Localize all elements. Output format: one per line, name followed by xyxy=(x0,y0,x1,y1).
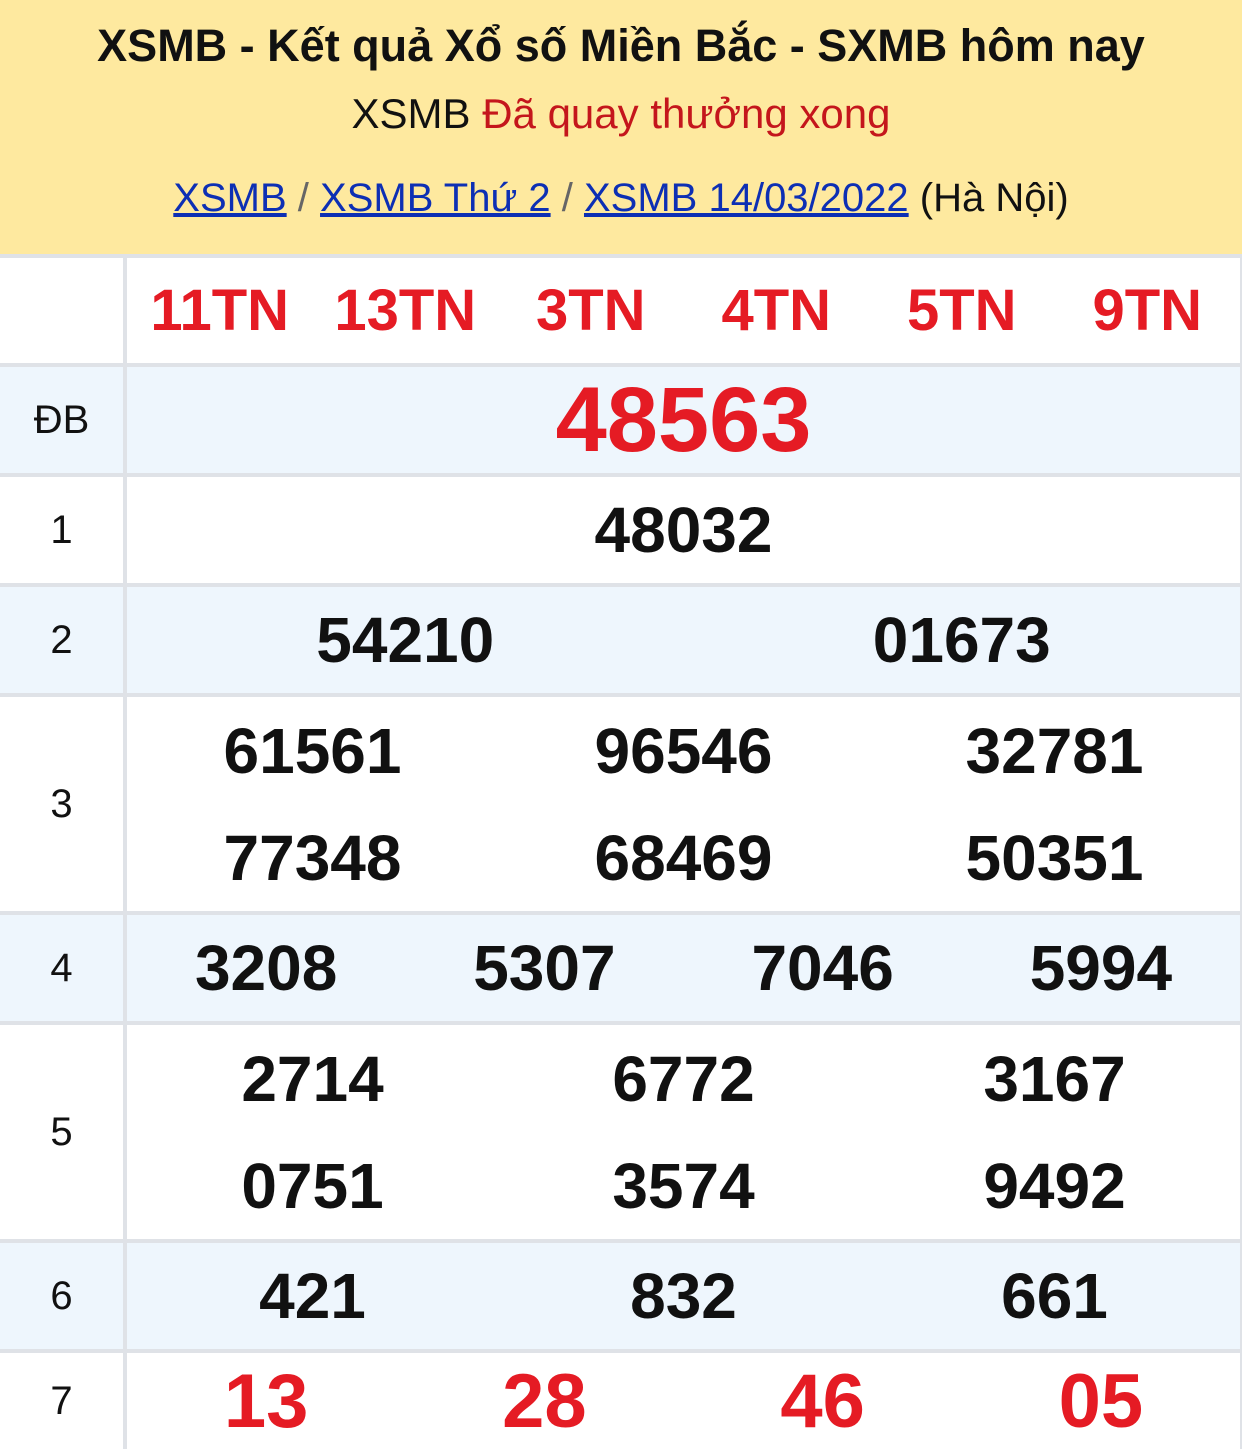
prize-row: 1 48032 xyxy=(0,477,1242,583)
prize-label: 1 xyxy=(0,477,123,583)
prize-number: 5994 xyxy=(1029,932,1173,1004)
prize-number: 3574 xyxy=(612,1149,755,1222)
prize-number: 48563 xyxy=(555,368,812,471)
province-code: 4TN xyxy=(721,278,832,343)
status-text: Đã quay thưởng xong xyxy=(482,90,891,137)
breadcrumb-weekday[interactable]: XSMB Thứ 2 xyxy=(320,176,551,220)
page-title: XSMB - Kết quả Xổ số Miền Bắc - SXMB hôm… xyxy=(97,20,1145,71)
prize-row: 7 13 28 46 05 xyxy=(0,1353,1242,1449)
prize-number: 01673 xyxy=(872,604,1051,676)
codes-row: 11TN 13TN 3TN 4TN 5TN 9TN xyxy=(0,258,1242,363)
prize-number: 32781 xyxy=(965,714,1144,787)
prize-number: 54210 xyxy=(316,604,495,676)
prize-number: 421 xyxy=(259,1260,366,1332)
province-code: 3TN xyxy=(535,278,646,343)
prize-row: 6 421 832 661 xyxy=(0,1243,1242,1349)
prize-label: 2 xyxy=(0,587,123,693)
prize-label: 3 xyxy=(0,697,123,911)
prize-label: 6 xyxy=(0,1243,123,1349)
prize-row: ĐB 48563 xyxy=(0,367,1242,473)
prize-number: 05 xyxy=(1058,1358,1144,1444)
prize-number: 6772 xyxy=(612,1042,755,1115)
prize-number: 9492 xyxy=(983,1149,1126,1222)
prize-number: 7046 xyxy=(751,932,894,1004)
prize-label: 4 xyxy=(0,915,123,1021)
prize-label: ĐB xyxy=(0,367,123,473)
status-prefix: XSMB xyxy=(351,90,471,137)
prize-number: 68469 xyxy=(594,821,773,894)
prize-number: 46 xyxy=(780,1358,865,1444)
prize-label: 5 xyxy=(0,1025,123,1239)
location: (Hà Nội) xyxy=(919,176,1069,220)
prize-number: 13 xyxy=(223,1358,309,1444)
prize-label: 7 xyxy=(0,1353,123,1449)
breadcrumb: XSMB / XSMB Thứ 2 / XSMB 14/03/2022 (Hà … xyxy=(173,176,1069,220)
breadcrumb-date[interactable]: XSMB 14/03/2022 xyxy=(583,176,909,220)
prize-number: 832 xyxy=(630,1260,737,1332)
province-code: 11TN xyxy=(150,278,290,343)
prize-number: 61561 xyxy=(223,714,402,787)
prize-number: 5307 xyxy=(473,932,616,1004)
prize-number: 0751 xyxy=(241,1149,384,1222)
breadcrumb-xsmb[interactable]: XSMB xyxy=(173,176,287,220)
province-code: 13TN xyxy=(334,278,477,343)
draw-status: XSMB Đã quay thưởng xong xyxy=(0,90,1242,138)
prize-row: 3 61561 96546 32781 77348 68469 50351 xyxy=(0,697,1242,911)
prize-number: 2714 xyxy=(241,1042,384,1115)
prize-row: 4 3208 5307 7046 5994 xyxy=(0,915,1242,1021)
prize-number: 661 xyxy=(1001,1260,1108,1332)
province-code: 5TN xyxy=(906,278,1017,343)
prize-row: 2 54210 01673 xyxy=(0,587,1242,693)
prize-number: 28 xyxy=(502,1358,587,1444)
prize-row: 5 2714 6772 3167 0751 3574 9492 xyxy=(0,1025,1242,1239)
prize-number: 3208 xyxy=(194,932,338,1004)
prize-number: 77348 xyxy=(223,821,402,894)
prize-number: 48032 xyxy=(594,494,773,566)
prize-number: 50351 xyxy=(965,821,1144,894)
prize-number: 3167 xyxy=(983,1042,1126,1115)
prize-label xyxy=(0,258,123,363)
province-code: 9TN xyxy=(1092,278,1203,343)
prize-number: 96546 xyxy=(594,714,773,787)
page-header: XSMB - Kết quả Xổ số Miền Bắc - SXMB hôm… xyxy=(0,0,1242,254)
